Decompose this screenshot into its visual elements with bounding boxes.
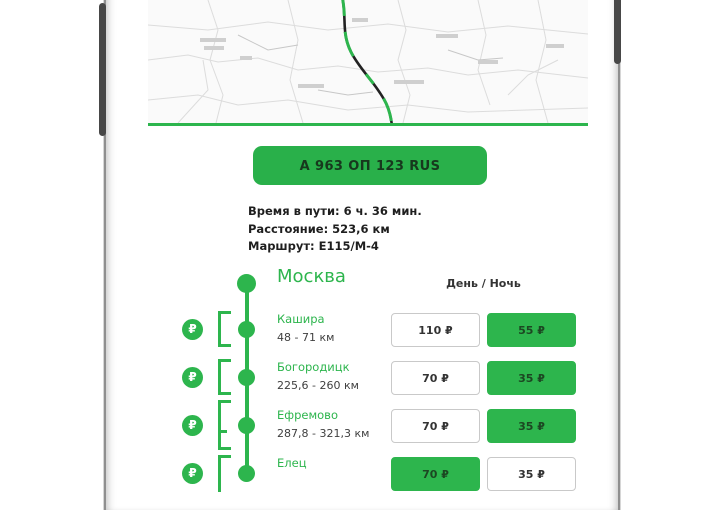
section-bracket-icon [218, 311, 231, 347]
day-night-header: День / Ночь [446, 277, 521, 290]
night-price[interactable]: 35 ₽ [487, 361, 576, 395]
toll-point-name: Елец [277, 456, 307, 470]
toll-row: ₽ Ефремово 287,8 - 321,3 км 70 ₽ 35 ₽ [148, 400, 588, 450]
toll-point-km-range: 225,6 - 260 км [277, 379, 359, 392]
toll-point-name: Богородицк [277, 360, 350, 374]
toll-point-km-range: 48 - 71 км [277, 331, 335, 344]
toll-row: ₽ Кашира 48 - 71 км 110 ₽ 55 ₽ [148, 306, 588, 354]
power-button-icon [614, 0, 621, 64]
map-canvas [148, 0, 588, 123]
ruble-icon: ₽ [182, 367, 203, 388]
night-price[interactable]: 55 ₽ [487, 313, 576, 347]
ruble-icon: ₽ [182, 463, 203, 484]
timeline-dot-icon [238, 321, 255, 338]
night-price[interactable]: 35 ₽ [487, 409, 576, 443]
trip-route: Маршрут: Е115/М-4 [248, 239, 379, 253]
toll-row: ₽ Елец 70 ₽ 35 ₽ [148, 450, 588, 498]
ruble-icon: ₽ [182, 415, 203, 436]
origin-city-label: Москва [277, 266, 346, 287]
day-price[interactable]: 70 ₽ [391, 409, 480, 443]
toll-point-name: Ефремово [277, 408, 338, 422]
toll-rows: ₽ Кашира 48 - 71 км 110 ₽ 55 ₽ ₽ Богород… [148, 306, 588, 498]
timeline-dot-icon [238, 369, 255, 386]
toll-point-name: Кашира [277, 312, 325, 326]
trip-time: Время в пути: 6 ч. 36 мин. [248, 204, 422, 218]
license-plate-button[interactable]: А 963 ОП 123 RUS [253, 146, 487, 185]
trip-distance: Расстояние: 523,6 км [248, 221, 390, 236]
ruble-icon: ₽ [182, 319, 203, 340]
section-bracket-icon [218, 359, 231, 395]
day-price[interactable]: 70 ₽ [391, 457, 480, 491]
section-bracket-icon [218, 455, 231, 492]
route-map[interactable] [148, 0, 588, 126]
trip-summary: Время в пути: 6 ч. 36 мин. Расстояние: 5… [248, 203, 422, 256]
night-price[interactable]: 35 ₽ [487, 457, 576, 491]
timeline-dot-icon [238, 465, 255, 482]
volume-button-icon [99, 3, 106, 136]
toll-point-km-range: 287,8 - 321,3 км [277, 427, 370, 440]
timeline-dot-icon [238, 417, 255, 434]
day-price[interactable]: 70 ₽ [391, 361, 480, 395]
day-price[interactable]: 110 ₽ [391, 313, 480, 347]
toll-row: ₽ Богородицк 225,6 - 260 км 70 ₽ 35 ₽ [148, 354, 588, 402]
section-bracket-icon [218, 400, 231, 450]
app-screen: А 963 ОП 123 RUS Время в пути: 6 ч. 36 м… [148, 0, 588, 492]
